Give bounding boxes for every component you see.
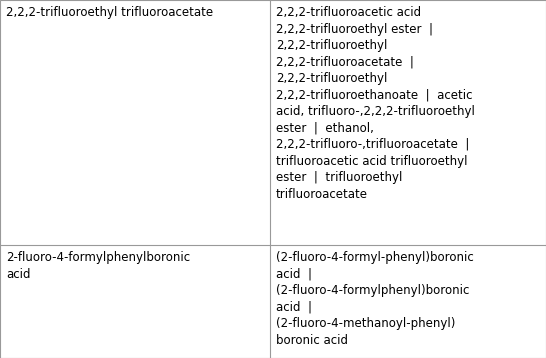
Text: 2,2,2-trifluoroethyl trifluoroacetate: 2,2,2-trifluoroethyl trifluoroacetate <box>6 6 213 19</box>
Text: (2-fluoro-4-formyl-phenyl)boronic
acid  |
(2-fluoro-4-formylphenyl)boronic
acid : (2-fluoro-4-formyl-phenyl)boronic acid |… <box>276 251 473 347</box>
Text: 2,2,2-trifluoroacetic acid
2,2,2-trifluoroethyl ester  |
2,2,2-trifluoroethyl
2,: 2,2,2-trifluoroacetic acid 2,2,2-trifluo… <box>276 6 474 200</box>
Text: 2-fluoro-4-formylphenylboronic
acid: 2-fluoro-4-formylphenylboronic acid <box>6 251 190 281</box>
